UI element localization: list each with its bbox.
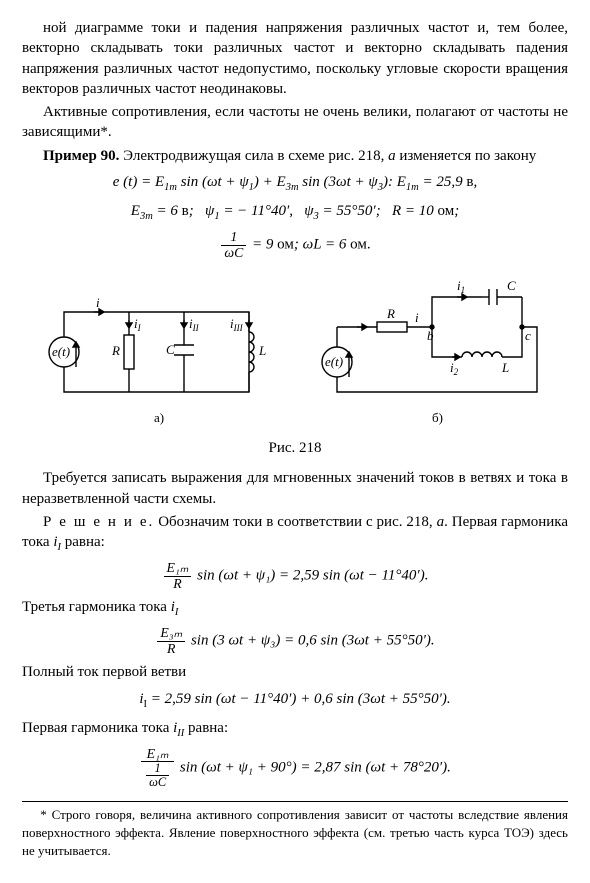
f1d: sin (3ωt + ψ (299, 174, 378, 190)
caption-a: a) (154, 410, 164, 425)
formula-first-harmonic-i2-expr: E₁ₘ 1 ωC sin (ωt + ψ₁ + 90°) = 2,87 sin … (22, 747, 568, 790)
f1e: ): E (383, 174, 406, 190)
label-iIII: iIII (230, 316, 244, 333)
label-i1: i1 (457, 278, 465, 295)
label-iII: iII (189, 316, 200, 333)
p8a: Первая гармоника тока (22, 720, 173, 736)
example-text-2: изменяется по закону (396, 148, 537, 164)
f1l3a: = 9 (248, 237, 277, 253)
frac-1-over-wC: 1 ωC (221, 230, 246, 260)
f2n: E₁ₘ (164, 561, 192, 576)
f1l3b: ом (277, 237, 294, 253)
f1l3d: ом. (350, 237, 370, 253)
big-frac: E₁ₘ 1 ωC (141, 747, 174, 790)
f3d: R (157, 642, 185, 656)
sol-i: iI (53, 534, 61, 550)
p8c: равна: (184, 720, 228, 736)
f5dn: 1 (146, 762, 169, 776)
label-et-b: e(t) (325, 354, 343, 369)
frac-num: 1 (221, 230, 246, 245)
paragraph-first-harmonic-i2: Первая гармоника тока iII равна: (22, 718, 568, 741)
label-et-a: e(t) (52, 344, 70, 359)
f1b: sin (ωt + ψ (177, 174, 249, 190)
example-fig-ref: a (388, 148, 396, 164)
label-i2: i2 (450, 360, 459, 377)
solution-word: Р е ш е н и е. (43, 514, 154, 530)
formula-third-harmonic-i1: E₃ₘR sin (3 ωt + ψ₃) = 0,6 sin (3ωt + 55… (22, 626, 568, 656)
label-R-b: R (386, 306, 395, 321)
paragraph-example-intro: Пример 90. Электродвижущая сила в схеме … (22, 146, 568, 166)
label-C-b: C (507, 278, 516, 293)
label-L-a: L (258, 343, 266, 358)
circuit-diagrams-row: e(t) i iI iII iIII R C L a) (22, 272, 568, 432)
f3t: sin (3 ωt + ψ₃) = 0,6 sin (3ωt + 55°50′)… (187, 633, 434, 649)
formula-emf-line3: 1 ωC = 9 ом; ωL = 6 ом. (22, 230, 568, 260)
paragraph-third-harmonic: Третья гармоника тока iI (22, 597, 568, 620)
f5n: E₁ₘ (141, 747, 174, 762)
frac-den: ωC (221, 246, 246, 260)
circuit-diagram-a: e(t) i iI iII iIII R C L a) (34, 282, 284, 432)
f1h: , (473, 174, 477, 190)
sol-figref: a (437, 514, 445, 530)
sol-t3: равна: (61, 534, 105, 550)
f1l3c: ; ωL = 6 (294, 237, 350, 253)
f3n: E₃ₘ (157, 626, 185, 641)
f4b: = 2,59 sin (ωt − 11°40′) + 0,6 sin (3ωt … (147, 691, 451, 707)
f1f: = 25,9 (419, 174, 467, 190)
p8b: iII (173, 720, 184, 736)
formula-full-i1: iI = 2,59 sin (ωt − 11°40′) + 0,6 sin (3… (22, 689, 568, 712)
caption-b: б) (432, 410, 443, 425)
f5dd: ωC (146, 776, 169, 789)
f1c: ) + E (254, 174, 286, 190)
p6b: iI (171, 599, 179, 615)
f2d: R (164, 577, 192, 591)
f1a: e (t) = E (113, 174, 164, 190)
label-L-b: L (501, 360, 509, 375)
label-node-c: c (525, 328, 531, 343)
label-iI: iI (134, 316, 142, 333)
f5t: sin (ωt + ψ₁ + 90°) = 2,87 sin (ωt + 78°… (176, 760, 451, 776)
formula-emf-line1: e (t) = E1m sin (ωt + ψ1) + E3m sin (3ωt… (22, 172, 568, 195)
label-i-b: i (415, 310, 419, 325)
paragraph-task: Требуется записать выражения для мгновен… (22, 468, 568, 509)
paragraph-full-current: Полный ток первой ветви (22, 662, 568, 682)
paragraph-active-resistance: Активные сопротивления, если частоты не … (22, 102, 568, 143)
f2t: sin (ωt + ψ₁) = 2,59 sin (ωt − 11°40′). (193, 568, 428, 584)
paragraph-solution-intro: Р е ш е н и е. Обозначим токи в соответс… (22, 512, 568, 555)
formula-first-harmonic-i1: E₁ₘR sin (ωt + ψ₁) = 2,59 sin (ωt − 11°4… (22, 561, 568, 591)
circuit-diagram-b: e(t) R i i1 C i2 L b c б) (307, 272, 557, 432)
p6a: Третья гармоника тока (22, 599, 171, 615)
sol-t1: Обозначим токи в соответствии с рис. 218… (154, 514, 436, 530)
formula-emf-line2: E3m = 6 в; ψ1 = − 11°40′, ψ3 = 55°50′; R… (22, 201, 568, 224)
label-C-a: C (166, 342, 175, 357)
example-text-1: Электродвижущая сила в схеме рис. 218, (119, 148, 388, 164)
label-node-b: b (427, 328, 434, 343)
paragraph-intro: ной диаграмме токи и падения напряжения … (22, 18, 568, 99)
example-number: Пример 90. (43, 148, 119, 164)
label-R-a: R (111, 343, 120, 358)
footnote: * Строго говоря, величина активного сопр… (22, 801, 568, 859)
figure-caption: Рис. 218 (22, 438, 568, 458)
label-i-a: i (96, 295, 100, 310)
